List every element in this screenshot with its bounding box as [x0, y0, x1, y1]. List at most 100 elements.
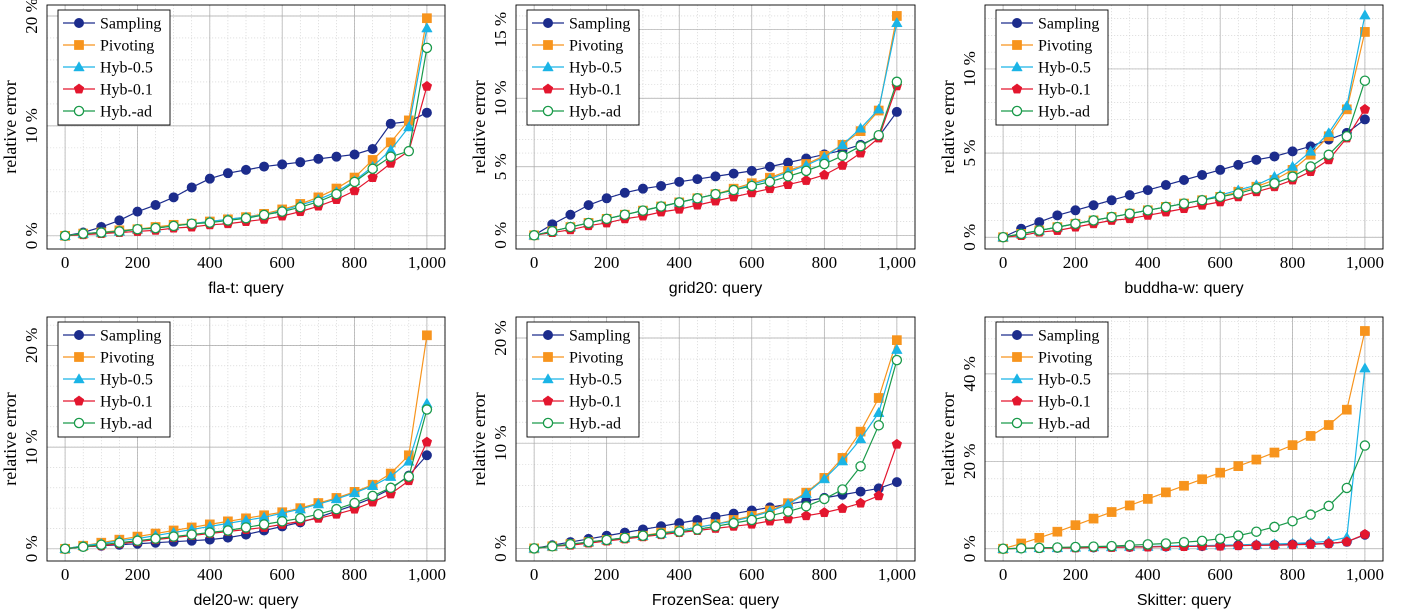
x-tick-label: 400 [197, 565, 223, 584]
data-point-hyb-ad [728, 517, 739, 529]
legend-label: Hyb-0.5 [569, 372, 622, 389]
legend-item-hyb-ad: Hyb.-ad [532, 416, 621, 433]
x-tick-label: 0 [61, 565, 70, 584]
data-point-hyb-ad [1233, 530, 1244, 541]
legend-marker [74, 352, 84, 362]
data-point-hyb-0-1 [819, 169, 830, 180]
data-point-hyb-0-5 [403, 121, 415, 132]
data-point-hyb-ad [1269, 521, 1280, 533]
legend-label: Pivoting [100, 350, 154, 367]
data-point-pivoting [1251, 454, 1262, 465]
data-point-hyb-ad [819, 493, 830, 505]
data-point-hyb-0-1 [837, 502, 848, 513]
legend-label: Hyb.-ad [1038, 104, 1090, 121]
data-point-hyb-ad [673, 197, 685, 208]
x-tick-label: 1,000 [408, 253, 446, 272]
data-point-sampling [746, 165, 757, 176]
data-point-hyb-ad [168, 220, 179, 232]
data-point-hyb-0-5 [800, 487, 812, 498]
data-point-sampling [1197, 169, 1208, 180]
legend-label: Sampling [100, 328, 161, 345]
data-point-hyb-ad [1251, 526, 1262, 537]
legend-marker [542, 61, 554, 72]
data-point-hyb-0-1 [349, 185, 360, 196]
x-tick-label: 200 [1063, 253, 1089, 272]
data-point-pivoting [1360, 27, 1370, 37]
legend-marker [73, 83, 85, 94]
data-point-sampling [277, 159, 288, 170]
data-point-hyb-ad [240, 212, 252, 224]
legend-label: Sampling [1038, 328, 1099, 345]
data-point-hyb-ad [96, 539, 107, 550]
data-point-sampling [601, 193, 612, 204]
y-tick-label: 10 % [491, 81, 510, 116]
data-point-sampling [114, 215, 125, 226]
data-point-hyb-ad [1124, 540, 1135, 551]
data-point-hyb-0-5 [891, 343, 903, 354]
legend-label: Hyb-0.1 [1038, 394, 1091, 411]
data-point-hyb-0-5 [1359, 9, 1371, 20]
data-point-hyb-ad [1341, 482, 1353, 494]
data-point-hyb-0-5 [1304, 145, 1317, 156]
data-point-hyb-ad [997, 543, 1009, 555]
x-axis-label: grid20: query [669, 280, 762, 297]
data-point-hyb-ad [403, 145, 415, 157]
data-point-hyb-ad [637, 530, 649, 542]
legend-label: Sampling [569, 16, 630, 33]
data-point-hyb-0-1 [800, 175, 812, 185]
data-point-hyb-ad [1070, 541, 1081, 553]
data-point-sampling [1287, 146, 1298, 157]
data-point-hyb-0-5 [330, 493, 343, 504]
x-tick-label: 0 [999, 253, 1008, 272]
data-point-hyb-0-1 [1233, 540, 1244, 551]
x-axis-label: FrozenSea: query [652, 592, 779, 609]
data-point-hyb-ad [637, 205, 649, 216]
legend-item-sampling: Sampling [532, 16, 630, 33]
legend-marker [1012, 329, 1023, 340]
legend-marker [1011, 105, 1023, 117]
data-point-pivoting [1287, 440, 1298, 450]
data-point-sampling [692, 174, 703, 185]
x-tick-label: 1,000 [878, 565, 916, 584]
data-point-hyb-ad [565, 221, 576, 233]
data-point-hyb-ad [1034, 225, 1045, 236]
data-point-hyb-ad [313, 508, 324, 520]
data-point-hyb-ad [873, 420, 884, 431]
y-tick-label: 0 % [960, 224, 979, 251]
data-point-hyb-ad [331, 503, 342, 515]
chart-panel-3: 0 200 400 600 800 1,000 0 % 5 % 10 % buddha-w: qu… [938, 4, 1384, 297]
data-point-sampling [1070, 205, 1081, 216]
data-point-hyb-0-1 [421, 436, 433, 447]
data-point-hyb-ad [1070, 218, 1081, 230]
legend-label: Pivoting [1038, 38, 1092, 55]
data-point-hyb-ad [349, 497, 360, 509]
data-point-hyb-ad [204, 217, 216, 228]
x-tick-label: 600 [1207, 565, 1233, 584]
data-point-hyb-ad [528, 543, 540, 554]
data-point-hyb-0-5 [366, 479, 379, 490]
legend-marker [73, 417, 85, 429]
data-point-hyb-ad [385, 482, 396, 494]
legend-label: Pivoting [1038, 350, 1092, 367]
x-tick-label: 800 [342, 253, 368, 272]
data-point-hyb-0-1 [1341, 536, 1353, 547]
data-point-hyb-ad [1178, 198, 1190, 209]
data-point-hyb-0-5 [1323, 127, 1335, 138]
legend-marker [543, 329, 554, 340]
data-point-hyb-ad [891, 354, 903, 366]
y-tick-label: 10 % [960, 51, 979, 86]
legend-marker [542, 395, 554, 406]
x-tick-label: 1,000 [878, 253, 916, 272]
legend-marker [542, 83, 554, 94]
data-point-hyb-ad [1196, 194, 1208, 206]
data-point-pivoting [1179, 480, 1189, 491]
x-tick-label: 600 [739, 253, 765, 272]
data-point-hyb-ad [710, 188, 721, 200]
legend-marker [73, 395, 85, 406]
data-point-hyb-0-1 [1287, 539, 1298, 550]
legend-item-hyb-ad: Hyb.-ad [63, 416, 152, 433]
data-point-hyb-ad [276, 516, 288, 527]
legend-label: Hyb.-ad [100, 416, 152, 433]
data-point-hyb-ad [349, 176, 360, 188]
data-point-hyb-ad [258, 519, 270, 530]
